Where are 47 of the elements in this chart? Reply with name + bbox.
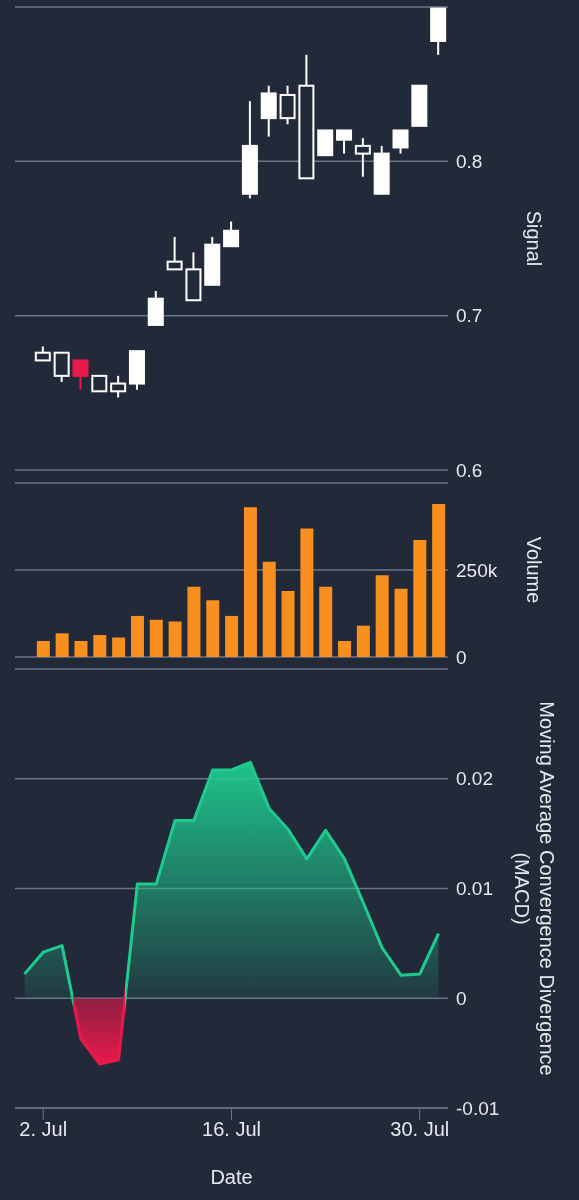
bar <box>36 640 50 657</box>
bar <box>375 575 389 657</box>
bar <box>187 586 201 657</box>
bar <box>300 528 314 657</box>
candlestick <box>53 351 70 384</box>
bar <box>206 600 220 657</box>
bar <box>225 615 239 657</box>
y-axis-title: Volume <box>523 536 545 604</box>
y-tick-label: 0.6 <box>456 459 483 481</box>
y-tick-label: 0.8 <box>456 151 483 173</box>
bar <box>281 590 295 657</box>
x-axis-title: Date <box>210 1166 253 1188</box>
candlestick <box>223 220 240 248</box>
bar <box>262 561 276 657</box>
bar <box>413 540 427 657</box>
bar <box>432 503 446 657</box>
bar <box>74 640 88 657</box>
y-tick-label: 0.01 <box>456 878 493 900</box>
y-tick-label: 250k <box>456 559 498 581</box>
candlestick <box>354 137 371 178</box>
y-axis-title: Signal <box>523 210 545 267</box>
y-tick-label: 0 <box>456 646 467 668</box>
bar <box>55 633 69 657</box>
y-tick-label: -0.01 <box>456 1097 500 1119</box>
candlestick <box>279 84 296 126</box>
x-tick-label: 2. Jul <box>19 1118 68 1141</box>
y-axis-title: Moving Average Convergence Divergence (MACD) <box>510 701 558 1076</box>
bar <box>112 637 126 657</box>
x-tick-label: 16. Jul <box>202 1118 261 1141</box>
y-tick-label: 0 <box>456 987 467 1009</box>
y-tick-label: 0.02 <box>456 768 493 790</box>
candlestick <box>336 129 353 155</box>
x-tick-label: 30. Jul <box>390 1118 450 1141</box>
y-tick-label: 0.7 <box>456 305 483 327</box>
bar <box>338 640 352 657</box>
bar <box>319 586 333 657</box>
bar <box>93 635 107 657</box>
candlestick <box>392 129 409 155</box>
candlestick <box>166 235 183 271</box>
bar <box>130 615 144 657</box>
bar <box>168 621 182 657</box>
candlestick <box>72 359 89 391</box>
bar <box>394 588 408 657</box>
candlestick <box>110 374 127 399</box>
bar <box>356 625 370 657</box>
bar <box>149 619 163 657</box>
bar <box>243 507 257 657</box>
